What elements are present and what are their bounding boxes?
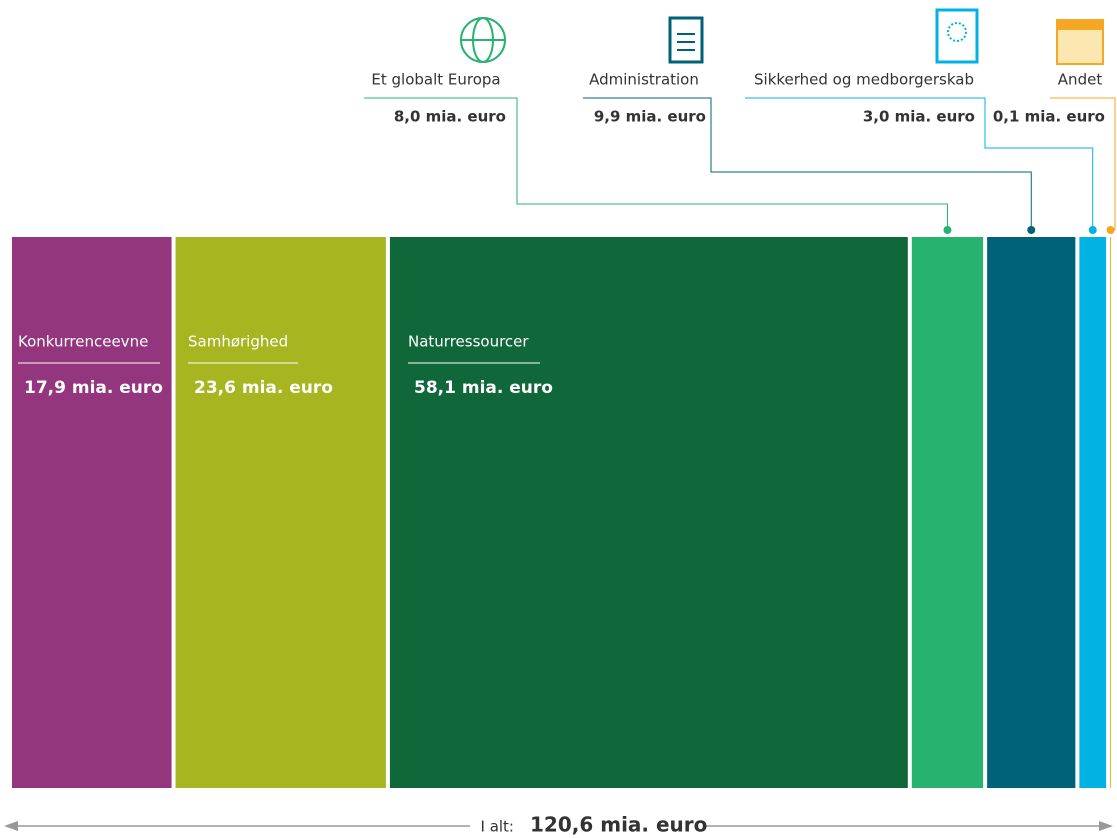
value-label: 3,0 mia. euro	[863, 108, 975, 126]
document-icon	[668, 16, 704, 64]
value-label: 17,9 mia. euro	[24, 378, 163, 398]
category-label: Administration	[589, 71, 699, 89]
value-label: 58,1 mia. euro	[414, 378, 553, 398]
value-label: 0,1 mia. euro	[993, 108, 1105, 126]
bar	[1110, 237, 1111, 788]
connector-dot	[943, 226, 952, 234]
value-label: 23,6 mia. euro	[194, 378, 333, 398]
category-label: Et globalt Europa	[371, 71, 500, 89]
category-label: Konkurrenceevne	[18, 333, 148, 351]
total-value: 120,6 mia. euro	[530, 813, 707, 837]
arrow-head	[4, 821, 18, 831]
bar	[175, 237, 386, 788]
connector-dot	[1106, 226, 1115, 234]
bar	[389, 237, 908, 788]
value-label: 8,0 mia. euro	[394, 108, 506, 126]
box-icon	[1057, 20, 1103, 30]
arrow-head	[1099, 821, 1113, 831]
category-label: Sikkerhed og medborgerskab	[754, 71, 974, 89]
passport-icon	[935, 8, 979, 64]
connector-dot	[1088, 226, 1097, 234]
connector	[583, 97, 1032, 230]
category-label: Naturressourcer	[408, 333, 529, 351]
bar	[1079, 237, 1107, 788]
bar	[911, 237, 984, 788]
connector-dot	[1027, 226, 1036, 234]
passport-icon	[947, 22, 967, 42]
category-label: Andet	[1058, 71, 1103, 89]
bar	[12, 237, 172, 788]
total-label: I alt:	[481, 818, 515, 836]
category-label: Samhørighed	[188, 333, 288, 351]
value-label: 9,9 mia. euro	[594, 108, 706, 126]
connector	[364, 97, 948, 230]
connector	[745, 97, 1094, 230]
bar	[987, 237, 1076, 788]
